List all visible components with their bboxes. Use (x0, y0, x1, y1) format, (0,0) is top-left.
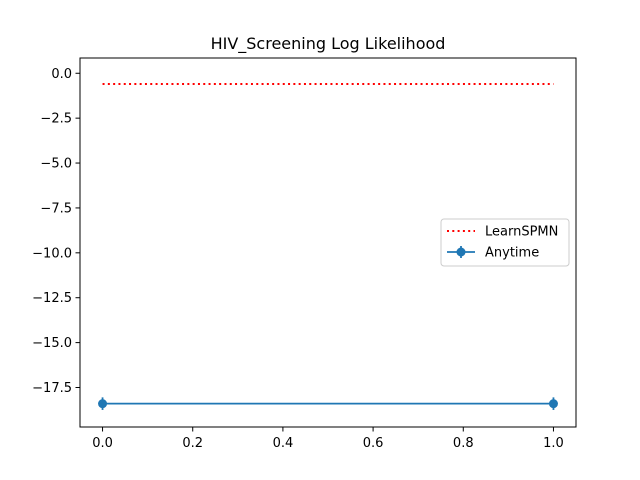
y-tick-label: −12.5 (32, 291, 72, 306)
plot-frame (79, 57, 577, 428)
y-tick-label: −17.5 (32, 381, 72, 396)
data-point (98, 399, 108, 409)
plot-area (98, 83, 558, 410)
axes: 0.0 0.2 0.4 0.6 0.8 1.0 0.0 −2.5 −5.0 −7.5 −10.0 −1… (32, 57, 577, 451)
legend-box (440, 218, 570, 267)
x-tick-label: 0.8 (453, 436, 474, 451)
data-point (548, 399, 558, 409)
x-tick-label: 0.4 (273, 436, 294, 451)
x-tick-label: 0.0 (92, 436, 113, 451)
legend-marker (456, 247, 466, 257)
x-tick-label: 0.2 (182, 436, 203, 451)
x-tick-label: 1.0 (543, 436, 564, 451)
chart-title: HIV_Screening Log Likelihood (211, 34, 446, 54)
y-tick-label: −5.0 (40, 157, 72, 172)
legend: LearnSPMN Anytime (440, 218, 570, 267)
legend-label-anytime: Anytime (485, 246, 539, 261)
y-tick-label: −7.5 (40, 201, 72, 216)
y-tick-label: −2.5 (40, 112, 72, 127)
x-tick-label: 0.6 (363, 436, 384, 451)
y-tick-label: −10.0 (32, 246, 72, 261)
y-tick-label: −15.0 (32, 336, 72, 351)
legend-label-learnspmn: LearnSPMN (485, 225, 558, 240)
y-tick-label: 0.0 (51, 67, 72, 82)
